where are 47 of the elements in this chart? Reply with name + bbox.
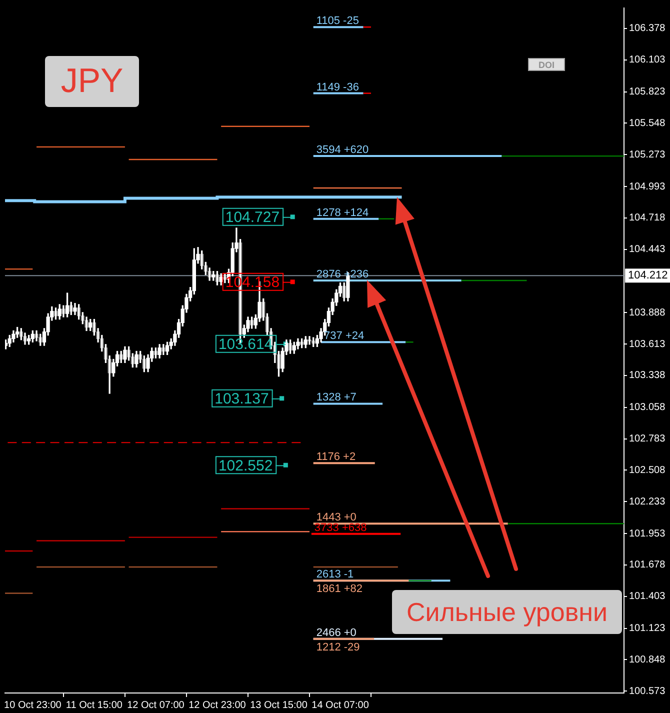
series-label: 1443 +0 xyxy=(316,512,356,524)
x-tick-label: 11 Oct 15:00 xyxy=(66,700,123,711)
y-tick-label: 103.338 xyxy=(629,370,666,382)
series-label: 3733 +638 xyxy=(314,522,367,534)
data-label: 102.552 xyxy=(218,457,273,474)
y-tick-label: 100.573 xyxy=(629,686,666,697)
y-tick-label: 102.508 xyxy=(629,464,666,476)
x-tick-label: 12 Oct 23:00 xyxy=(188,700,246,711)
series-label: 1861 +82 xyxy=(316,583,363,596)
y-tick-label: 105.823 xyxy=(629,86,666,98)
y-tick-label: 104.993 xyxy=(629,181,666,192)
annotation: JPY xyxy=(45,56,139,107)
y-tick-label: 105.273 xyxy=(629,149,666,160)
y-tick-label: 102.783 xyxy=(629,434,666,445)
data-label: 104.727 xyxy=(225,209,280,226)
series-label: 1278 +124 xyxy=(316,206,369,219)
series-label: 1212 -29 xyxy=(316,641,360,654)
y-tick-label: 103.888 xyxy=(629,307,666,318)
series-label: 1105 -25 xyxy=(316,15,359,28)
series-label: 1176 +2 xyxy=(316,451,356,464)
y-tick-label: 101.403 xyxy=(629,591,666,602)
x-tick-label: 10 Oct 23:00 xyxy=(4,700,62,711)
y-tick-label: 101.678 xyxy=(629,560,666,571)
y-tick-label: 101.123 xyxy=(629,623,666,634)
annotation: Сильные уровни xyxy=(392,590,622,634)
series-label: 2466 +0 xyxy=(316,626,356,639)
y-tick-label: 102.233 xyxy=(629,496,666,508)
x-tick-label: 12 Oct 07:00 xyxy=(127,700,185,711)
x-tick-label: 13 Oct 15:00 xyxy=(250,700,308,711)
data-label: 103.137 xyxy=(214,390,269,408)
series-label: 3594 +620 xyxy=(316,144,369,156)
series-label: 1328 +7 xyxy=(316,392,356,404)
y-tick-label: 104.718 xyxy=(629,212,666,224)
y-tick-label: 106.378 xyxy=(629,23,666,34)
ref-line-label: 104.212 xyxy=(628,270,668,282)
y-tick-label: 105.548 xyxy=(629,118,666,129)
y-tick-label: 103.613 xyxy=(629,338,666,350)
y-tick-label: 104.443 xyxy=(629,244,666,256)
y-tick-label: 103.058 xyxy=(629,402,666,414)
y-tick-label: 101.953 xyxy=(629,528,666,540)
series-label: 737 +24 xyxy=(324,330,364,342)
annotation: DOI xyxy=(528,58,565,71)
series-label: 2613 -1 xyxy=(316,568,354,581)
y-tick-label: 100.848 xyxy=(629,654,666,666)
x-tick-label: 14 Oct 07:00 xyxy=(312,700,370,711)
series-label: 1149 -36 xyxy=(316,81,359,94)
y-tick-label: 106.103 xyxy=(629,54,666,66)
